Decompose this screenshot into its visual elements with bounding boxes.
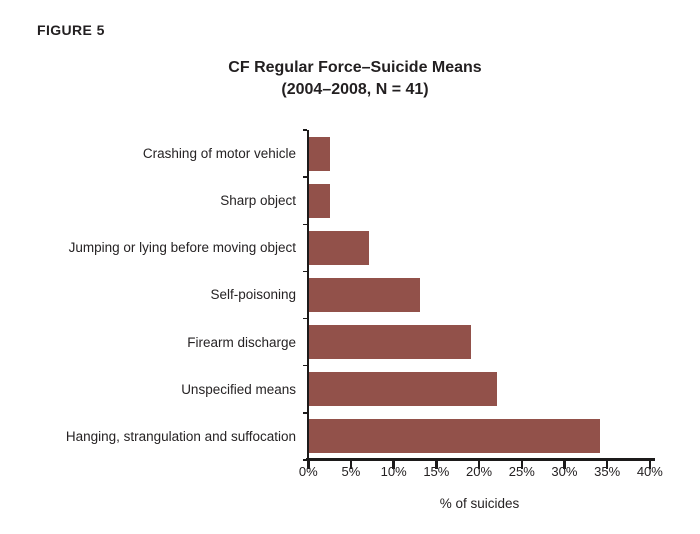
x-axis-tick [392,460,395,469]
x-tick-label: 30% [551,464,578,479]
y-axis-tick [303,223,307,226]
y-axis-tick [303,129,307,131]
y-axis-line [306,130,309,460]
y-axis-tick [303,364,307,367]
bar [309,325,472,360]
figure-label: FIGURE 5 [37,22,105,38]
category-label: Crashing of motor vehicle [142,146,296,162]
y-axis-tick [303,412,307,414]
x-axis-tick [563,460,566,469]
x-axis-tick [349,460,353,469]
bar [309,183,330,218]
x-tick-label: 10% [380,464,407,479]
x-tick-label: 5% [341,464,361,479]
x-tick-label: 0% [298,464,318,479]
bar [309,278,421,312]
x-tick-label: 35% [594,464,621,479]
category-label: Jumping or lying before moving object [68,240,296,256]
x-tick-label: 15% [423,464,450,479]
category-label: Self-poisoning [210,287,296,303]
x-axis-tick [520,460,523,469]
y-axis-tick [303,317,307,320]
bar [309,419,600,454]
x-axis-title: % of suicides [439,496,520,511]
y-axis-tick [303,176,307,178]
title-block: CF Regular Force–Suicide Means (2004–200… [5,57,700,100]
x-axis-tick [605,460,609,469]
x-tick-label: 40% [636,464,663,479]
x-axis-line [306,457,655,461]
bar [309,230,369,265]
bar [309,136,330,171]
x-axis-tick [307,460,310,469]
bar [309,372,498,407]
x-axis-tick [648,460,652,469]
y-axis-tick [303,459,307,461]
x-tick-label: 25% [508,464,535,479]
x-axis-tick [435,460,438,469]
category-label: Sharp object [220,193,296,209]
x-tick-label: 20% [466,464,493,479]
chart-subtitle: (2004–2008, N = 41) [281,81,429,98]
category-label: Unspecified means [181,381,296,397]
plot-area [309,130,654,460]
x-axis-tick [477,460,481,469]
category-label: Firearm discharge [187,334,296,350]
chart-title: CF Regular Force–Suicide Means [228,59,482,76]
y-axis-tick [303,270,307,273]
category-labels: Crashing of motor vehicle Sharp object Jum… [0,130,296,460]
category-label: Hanging, strangulation and suffocation [65,428,296,444]
